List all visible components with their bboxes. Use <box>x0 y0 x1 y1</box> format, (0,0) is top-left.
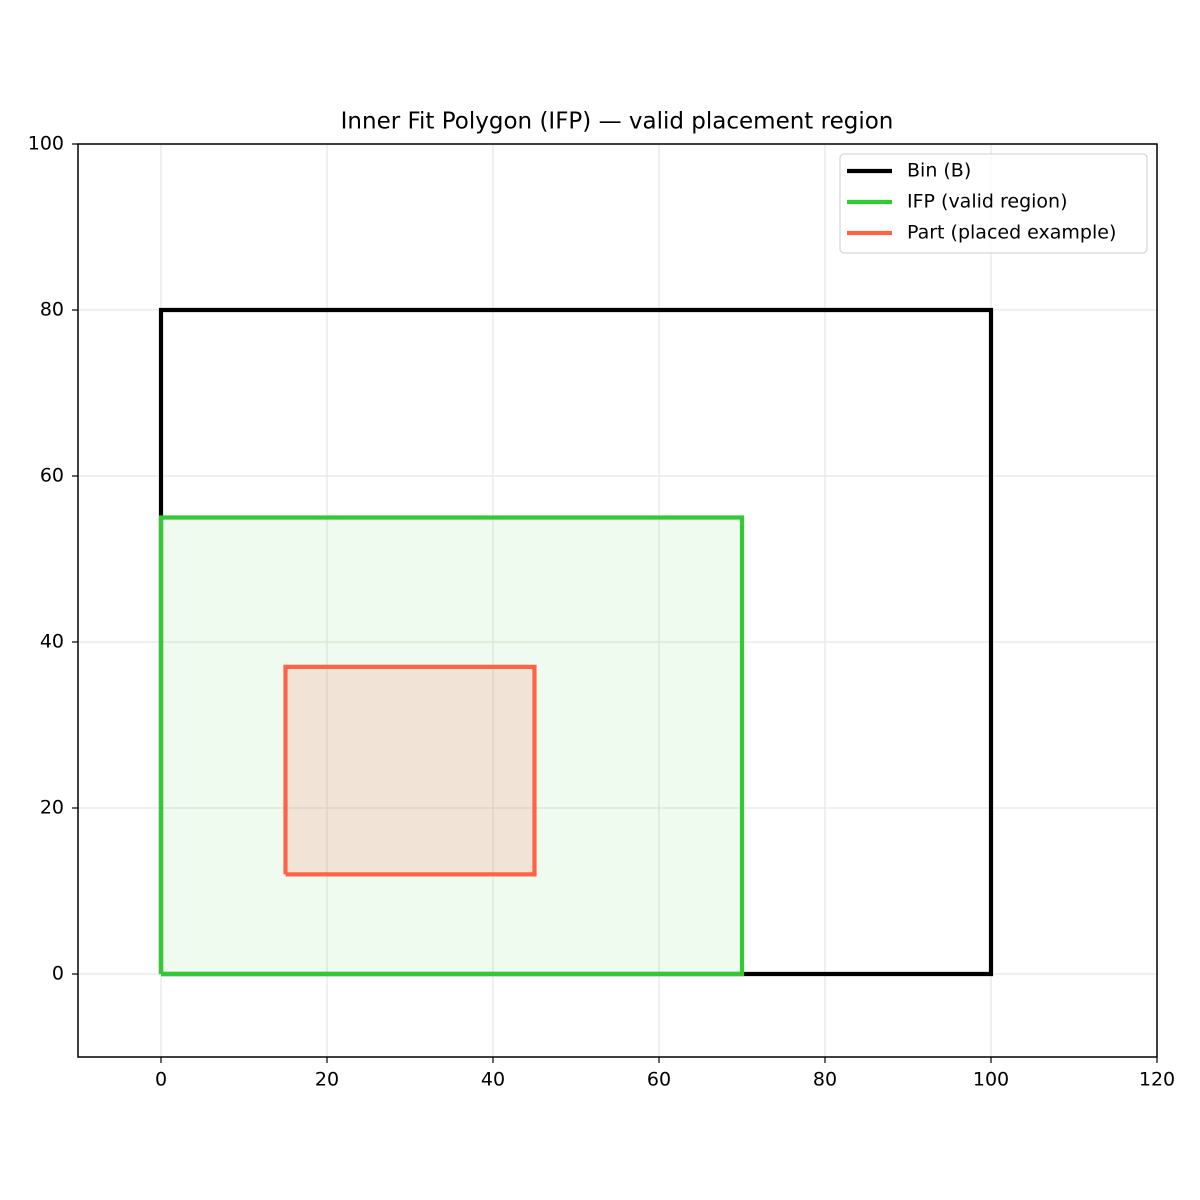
x-tick-label: 100 <box>973 1069 1009 1091</box>
legend-box <box>839 153 1148 254</box>
y-tick-label: 0 <box>52 963 64 985</box>
x-tick-label: 120 <box>1139 1069 1175 1091</box>
x-tick-label: 0 <box>155 1069 167 1091</box>
y-tick-label: 60 <box>40 465 64 487</box>
legend-label: Bin (B) <box>907 160 971 182</box>
area <box>161 517 742 974</box>
legend-label: IFP (valid region) <box>907 191 1068 213</box>
legend-label: Part (placed example) <box>907 222 1116 244</box>
x-tick-label: 20 <box>315 1069 339 1091</box>
x-tick-label: 80 <box>813 1069 837 1091</box>
line <box>283 664 537 877</box>
y-tick-label: 100 <box>28 133 64 155</box>
area <box>285 666 535 875</box>
x-tick-label: 40 <box>481 1069 505 1091</box>
chart-title: Inner Fit Polygon (IFP) — valid placemen… <box>341 109 894 135</box>
plot-frame <box>77 143 1158 1058</box>
legend: Bin (B) IFP (valid region) Part (placed ex… <box>839 153 1148 254</box>
x-tick-label: 60 <box>647 1069 671 1091</box>
line <box>158 515 745 977</box>
y-tick-label: 40 <box>40 631 64 653</box>
y-tick-label: 20 <box>40 797 64 819</box>
y-tick-label: 80 <box>40 299 64 321</box>
